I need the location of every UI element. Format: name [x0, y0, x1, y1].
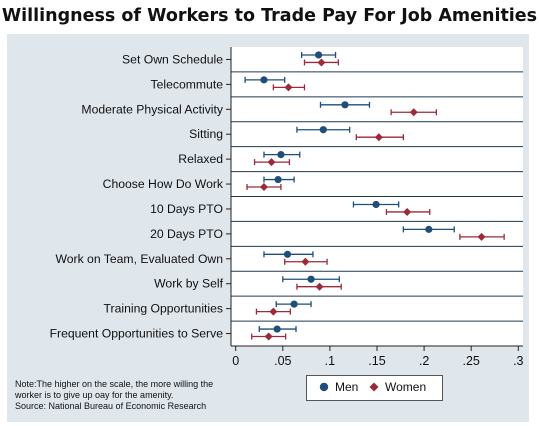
point-women [269, 307, 278, 316]
x-tick-label: .05 [274, 354, 291, 368]
point-men [290, 300, 298, 308]
point-women [477, 232, 486, 241]
point-women [259, 183, 268, 192]
legend-marker-men [319, 382, 329, 392]
legend-label-men: Men [335, 380, 359, 394]
y-tick-label: 10 Days PTO [150, 202, 223, 216]
point-men [273, 325, 281, 333]
chart-svg: Set Own Schedule Telecommute Moderate Phys… [50, 47, 524, 368]
point-men [260, 76, 268, 84]
point-women [403, 207, 412, 216]
point-women [409, 108, 418, 117]
point-men [372, 200, 380, 209]
point-men [274, 175, 282, 184]
legend: Men Women [306, 375, 443, 401]
x-tick-label: .25 [462, 354, 479, 368]
point-women [374, 133, 383, 142]
point-women [301, 257, 310, 266]
y-tick-label: Training Opportunities [104, 302, 223, 316]
note-line-2: worker is to give up oay for the amenity… [15, 390, 174, 400]
x-tick-label: .3 [513, 354, 523, 368]
point-women [315, 282, 324, 291]
x-tick-label: .1 [325, 354, 335, 368]
point-men [315, 51, 323, 59]
point-men [319, 126, 327, 134]
point-women [284, 83, 293, 92]
chart-panel: Set Own Schedule Telecommute Moderate Phys… [7, 34, 529, 422]
legend-marker-women [369, 382, 379, 392]
x-tick-label: 0 [232, 354, 239, 368]
point-women [317, 58, 326, 67]
legend-item-men: Men [319, 380, 358, 394]
x-tick-label: .15 [368, 354, 385, 368]
y-tick-label: Work on Team, Evaluated Own [55, 252, 223, 266]
note-line-1: Note:The higher on the scale, the more w… [15, 379, 214, 389]
point-men [307, 275, 315, 283]
chart-note: Note:The higher on the scale, the more w… [15, 379, 275, 412]
y-tick-label: Moderate Physical Activity [81, 102, 223, 116]
point-men [341, 101, 349, 109]
y-tick-label: Work by Self [154, 277, 223, 291]
y-tick-label: Frequent Opportunities to Serve [50, 327, 224, 341]
y-tick-label: Telecommute [151, 77, 224, 91]
y-tick-label: Choose How Do Work [103, 177, 224, 191]
source-line: Source: National Bureau of Economic Rese… [15, 401, 207, 411]
point-women [267, 158, 276, 167]
chart-title: Willingness of Workers to Trade Pay For … [1, 6, 538, 26]
y-tick-label: 20 Days PTO [150, 227, 223, 241]
point-women [264, 332, 273, 341]
legend-label-women: Women [385, 380, 427, 394]
legend-item-women: Women [369, 380, 426, 394]
point-men [425, 225, 433, 233]
point-men [277, 151, 285, 159]
y-tick-label: Sitting [189, 127, 223, 141]
y-tick-label: Set Own Schedule [122, 52, 223, 66]
x-tick-label: .2 [419, 354, 429, 368]
y-tick-label: Relaxed [178, 152, 223, 166]
point-men [283, 250, 292, 258]
